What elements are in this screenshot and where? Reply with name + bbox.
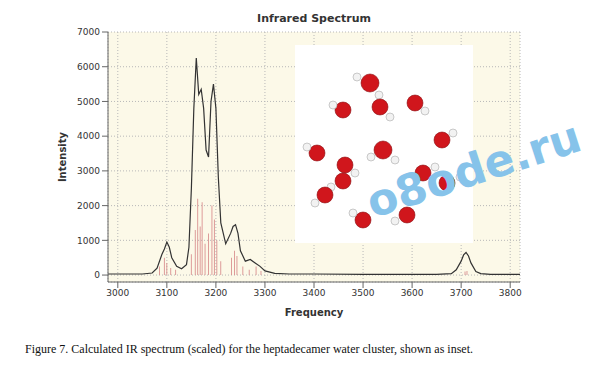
svg-text:3100: 3100	[155, 288, 178, 298]
svg-text:Frequency: Frequency	[285, 307, 344, 318]
svg-text:1000: 1000	[77, 236, 100, 246]
svg-text:3000: 3000	[106, 288, 129, 298]
svg-text:3500: 3500	[352, 288, 375, 298]
svg-text:5000: 5000	[77, 97, 100, 107]
svg-text:4000: 4000	[77, 131, 100, 141]
svg-text:3000: 3000	[77, 166, 100, 176]
svg-text:Intensity: Intensity	[57, 131, 68, 182]
svg-text:3600: 3600	[401, 288, 424, 298]
svg-text:7000: 7000	[77, 27, 100, 37]
svg-text:2000: 2000	[77, 201, 100, 211]
svg-text:3400: 3400	[303, 288, 326, 298]
svg-text:0: 0	[94, 270, 100, 280]
html-text:Figure 7. Calculated IR spectr: Figure 7. Calculated IR spectrum (scaled…	[25, 342, 473, 356]
svg-text:3800: 3800	[499, 288, 522, 298]
svg-text:3300: 3300	[253, 288, 276, 298]
html-text:o8ode.ru: o8ode.ru	[360, 110, 588, 228]
svg-text:3200: 3200	[204, 288, 227, 298]
svg-text:6000: 6000	[77, 62, 100, 72]
svg-text:3700: 3700	[450, 288, 473, 298]
html-text:Infrared Spectrum: Infrared Spectrum	[257, 12, 371, 25]
